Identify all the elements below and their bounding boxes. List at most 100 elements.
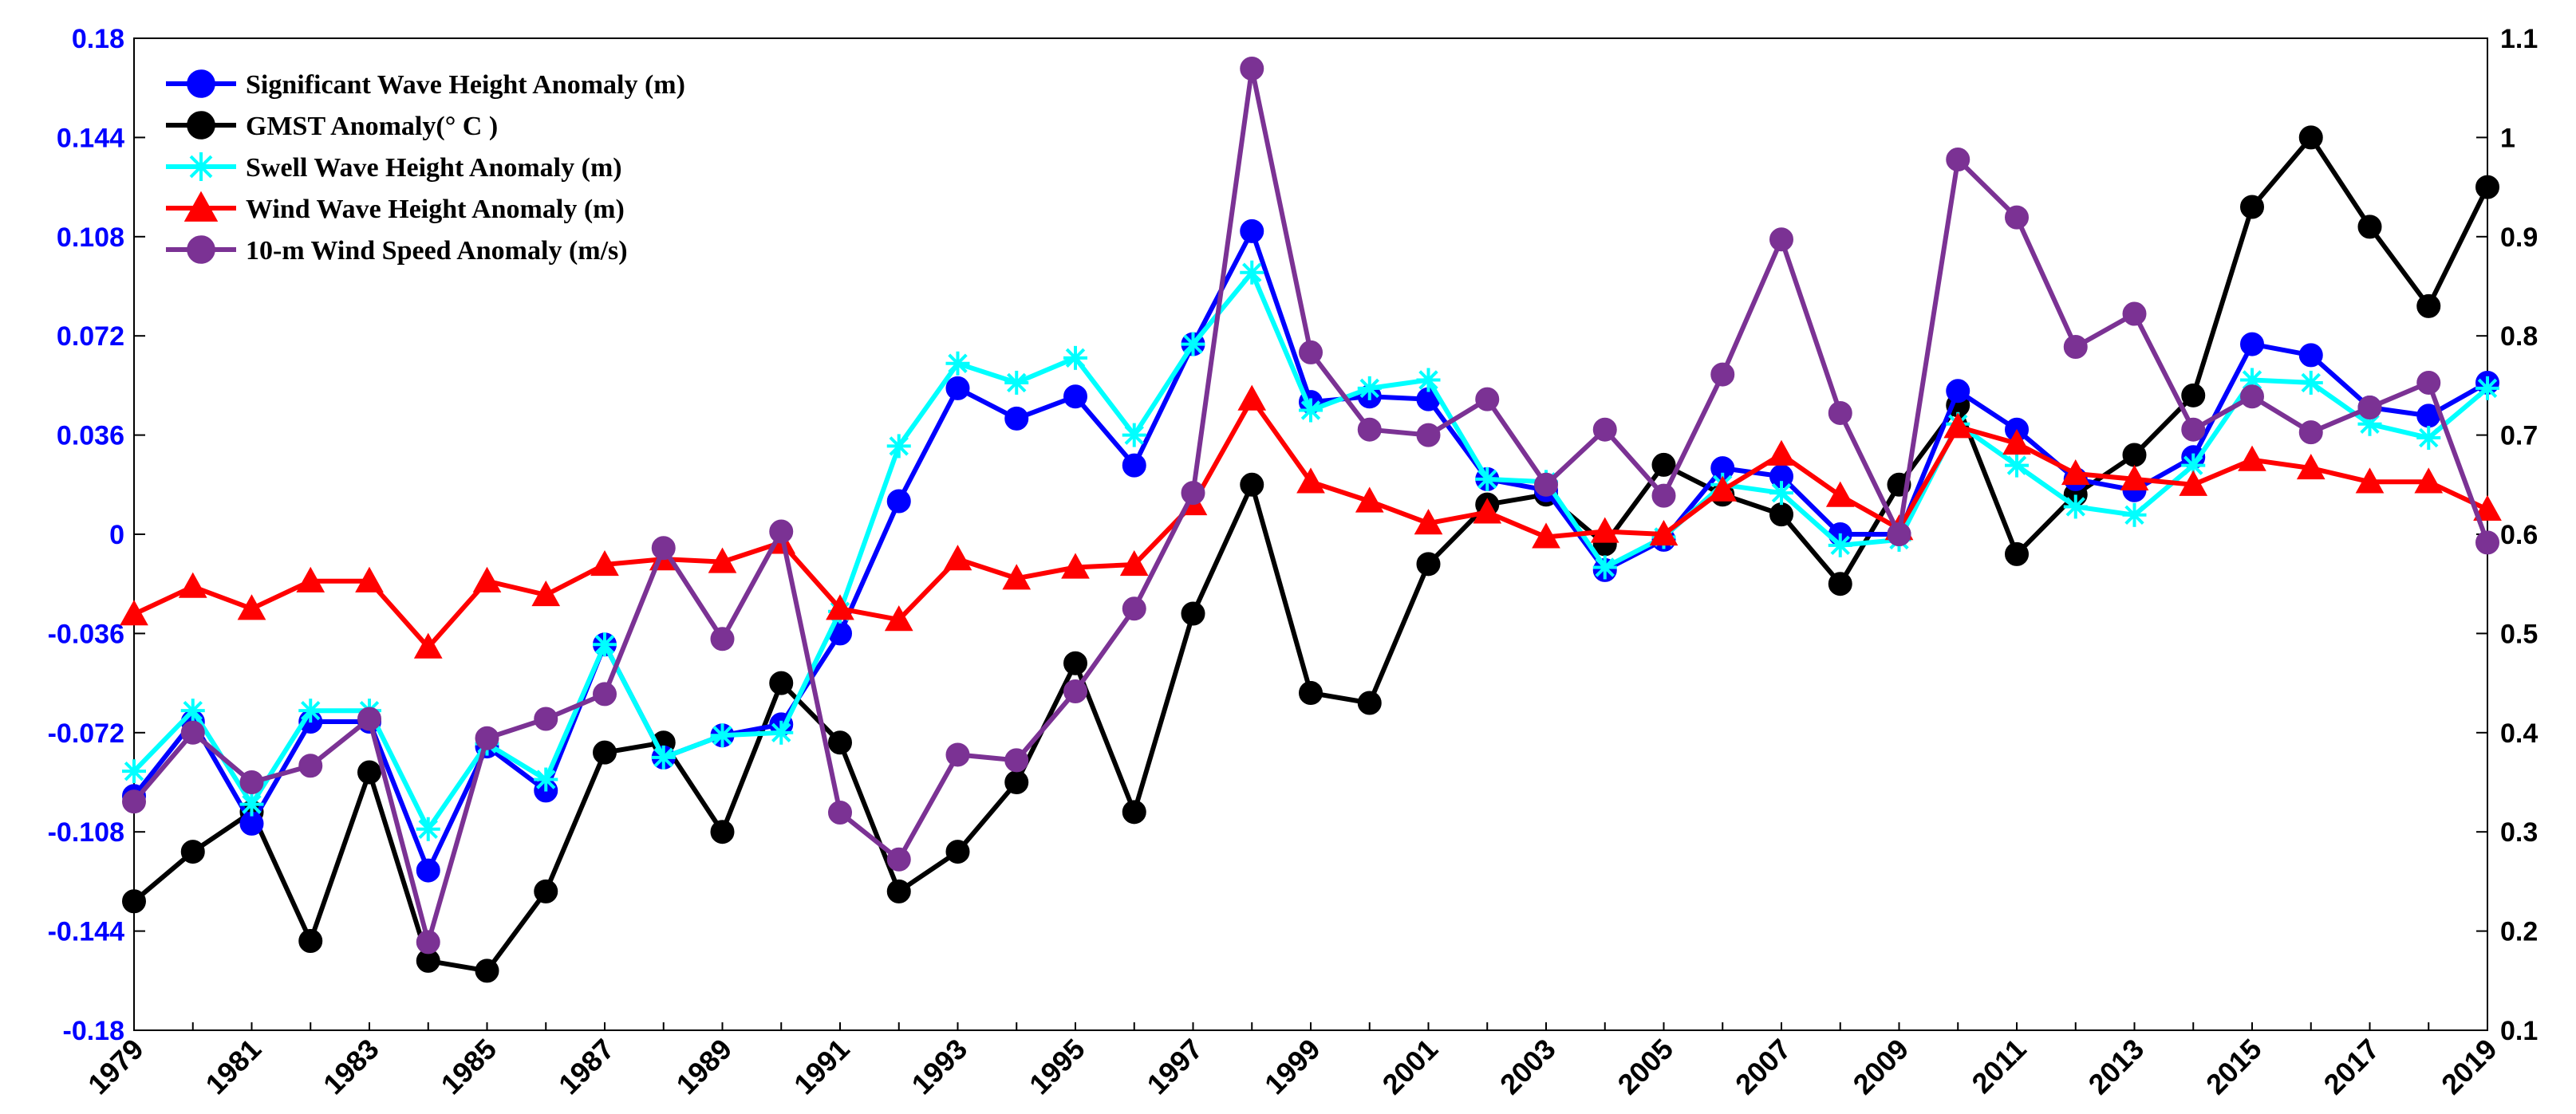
y-right-tick-label: 1.1 <box>2500 24 2538 54</box>
x-tick-label: 1987 <box>552 1033 621 1101</box>
data-point-stroke <box>301 700 321 721</box>
data-point <box>2416 370 2441 395</box>
data-point <box>2181 417 2206 442</box>
data-point <box>187 69 215 98</box>
data-point <box>2296 454 2326 480</box>
data-point <box>1004 770 1029 794</box>
data-point <box>1004 406 1029 431</box>
data-point <box>1651 483 1676 508</box>
data-point <box>472 566 502 592</box>
plot-frame <box>133 37 2488 1031</box>
data-point-stroke <box>1477 469 1497 490</box>
data-point <box>828 730 852 755</box>
data-point <box>651 536 676 561</box>
data-point-stroke <box>2006 455 2027 475</box>
data-point-stroke <box>2183 455 2203 475</box>
data-point <box>1299 340 1323 364</box>
data-point-stroke <box>594 635 615 655</box>
x-tick-label: 2007 <box>1729 1033 1797 1101</box>
data-point <box>1299 681 1323 706</box>
data-point-stroke <box>712 726 732 746</box>
y-right-tick-label: 0.2 <box>2500 917 2538 947</box>
data-point <box>1946 148 1970 172</box>
data-point <box>187 152 215 181</box>
data-point <box>2122 502 2147 527</box>
x-tick-label: 1999 <box>1258 1033 1327 1101</box>
data-point <box>1825 481 1855 507</box>
data-point <box>1414 509 1443 535</box>
legend: Significant Wave Height Anomaly (m) GMST … <box>166 69 685 266</box>
y-right-tick-label: 0.3 <box>2500 817 2538 848</box>
data-point <box>1357 417 1382 442</box>
data-point <box>2179 470 2208 496</box>
data-point-stroke <box>1242 262 1262 282</box>
x-tick-label: 2019 <box>2435 1033 2503 1101</box>
data-point <box>1592 555 1617 580</box>
data-point <box>1473 498 1502 524</box>
data-point <box>2238 445 2266 471</box>
data-point <box>1534 472 1558 497</box>
data-point <box>710 627 735 651</box>
data-point <box>1004 370 1029 395</box>
data-point <box>2475 530 2499 555</box>
data-point <box>886 489 911 514</box>
data-point <box>475 959 499 983</box>
data-point-stroke <box>2477 378 2498 399</box>
data-point <box>1181 601 1205 626</box>
x-tick-label: 2005 <box>1611 1033 1680 1101</box>
data-point <box>1769 227 1793 252</box>
data-point <box>2416 426 2441 451</box>
data-point <box>2005 541 2029 566</box>
data-point <box>2181 453 2206 478</box>
data-point <box>122 759 146 784</box>
data-point <box>534 879 558 903</box>
y-right-tick-label: 0.8 <box>2500 321 2538 352</box>
data-point <box>710 723 735 748</box>
y-right-tick-label: 0.5 <box>2500 619 2538 649</box>
data-point <box>187 235 215 264</box>
data-point <box>1240 472 1264 497</box>
data-point <box>1532 522 1560 549</box>
y-left-tick-label: 0.144 <box>57 123 124 153</box>
data-point-stroke <box>2124 505 2144 526</box>
x-tick-label: 2015 <box>2199 1033 2268 1101</box>
data-point-stroke <box>771 722 791 743</box>
data-point-stroke <box>124 761 144 781</box>
data-point <box>593 632 617 657</box>
y-left-tick-label: 0.036 <box>57 421 124 451</box>
data-point-stroke <box>1830 535 1850 556</box>
data-point <box>120 600 148 626</box>
legend-entry: GMST Anomaly(° C ) <box>166 111 498 141</box>
x-tick-label: 1997 <box>1141 1033 1209 1101</box>
data-point-stroke <box>183 700 203 721</box>
y-left-tick-label: -0.072 <box>48 718 124 749</box>
data-point <box>2005 205 2029 230</box>
data-point <box>1002 564 1032 590</box>
data-point <box>1063 384 1087 409</box>
data-point <box>1887 522 1911 546</box>
data-point <box>475 726 499 750</box>
y-left-tick-label: 0.072 <box>57 321 124 352</box>
data-point-stroke <box>242 794 262 814</box>
data-point <box>2002 428 2031 455</box>
data-point-stroke <box>1124 425 1144 445</box>
data-point <box>413 632 443 659</box>
data-point <box>886 879 911 903</box>
data-point <box>826 594 854 620</box>
data-point <box>1651 452 1676 477</box>
data-point <box>2298 343 2323 368</box>
data-point <box>122 789 146 814</box>
data-point <box>2416 293 2441 318</box>
data-point <box>2357 215 2382 239</box>
legend-label: Swell Wave Height Anomaly (m) <box>246 153 622 183</box>
data-point-stroke <box>653 747 673 768</box>
series-layer <box>120 57 2502 983</box>
data-point <box>534 707 558 731</box>
data-point <box>1299 398 1323 423</box>
y-left-tick-label: 0 <box>109 520 124 550</box>
data-point <box>2357 411 2382 436</box>
data-point <box>828 801 852 825</box>
data-point <box>2061 459 2090 486</box>
data-point <box>1475 466 1500 491</box>
y-left-tick-label: -0.108 <box>48 817 124 848</box>
